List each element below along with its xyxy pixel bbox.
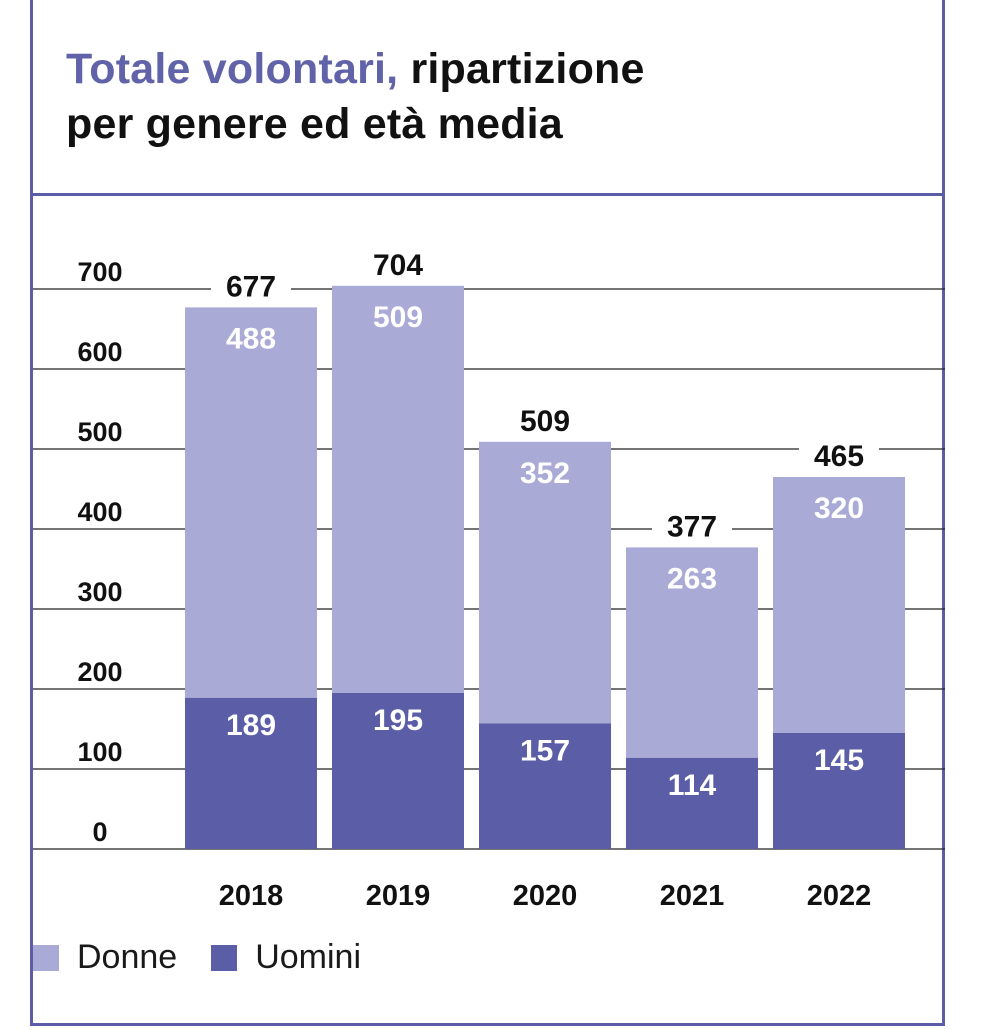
- title-accent: Totale volontari,: [66, 45, 399, 93]
- y-tick-label-400: 400: [77, 497, 122, 527]
- bar-donne-2021: [626, 547, 758, 758]
- bar-donne-2018: [185, 307, 317, 698]
- total-label-bg-2020: [505, 397, 585, 436]
- bar-donne-2022: [773, 477, 905, 733]
- total-label-2019: 704: [373, 249, 423, 282]
- chart-frame: Totale volontari, ripartizione per genere…: [30, 0, 945, 1026]
- bar-uomini-2021: [626, 757, 758, 849]
- uomini-label-2022: 145: [814, 744, 864, 777]
- y-tick-label-500: 500: [77, 417, 122, 447]
- uomini-label-2018: 189: [226, 709, 276, 742]
- total-label-2022: 465: [814, 440, 864, 473]
- bar-donne-2019: [332, 285, 464, 693]
- x-tick-label-2018: 2018: [219, 880, 284, 912]
- y-tick-label-700: 700: [77, 257, 122, 287]
- y-tick-label-200: 200: [77, 657, 122, 687]
- legend-label-donne: Donne: [77, 938, 178, 976]
- donne-label-2022: 320: [814, 492, 864, 525]
- chart-legend: Donne Uomini: [33, 938, 395, 977]
- x-tick-label-2021: 2021: [660, 880, 725, 912]
- legend-label-uomini: Uomini: [255, 938, 362, 976]
- legend-item-uomini: Uomini: [211, 938, 361, 977]
- y-tick-label-100: 100: [77, 737, 122, 767]
- y-tick-label-0: 0: [92, 817, 107, 847]
- y-tick-label-300: 300: [77, 577, 122, 607]
- uomini-label-2020: 157: [520, 734, 570, 767]
- uomini-label-2019: 195: [373, 704, 423, 737]
- bar-uomini-2018: [185, 697, 317, 849]
- bar-uomini-2022: [773, 733, 905, 849]
- x-tick-label-2020: 2020: [513, 880, 578, 912]
- bar-uomini-2020: [479, 723, 611, 849]
- x-tick-label-2022: 2022: [807, 880, 872, 912]
- donne-label-2019: 509: [373, 301, 423, 334]
- total-label-bg-2022: [799, 433, 879, 471]
- total-label-2021: 377: [667, 510, 717, 543]
- bar-donne-2020: [479, 441, 611, 724]
- donne-label-2020: 352: [520, 457, 570, 490]
- legend-swatch-uomini: [211, 944, 238, 971]
- total-label-2020: 509: [520, 405, 570, 438]
- title-line1-rest: ripartizione: [398, 45, 645, 93]
- total-label-bg-2019: [358, 241, 438, 280]
- total-label-bg-2018: [211, 263, 291, 302]
- bar-uomini-2019: [332, 693, 464, 849]
- uomini-label-2021: 114: [668, 769, 717, 802]
- chart-header: Totale volontari, ripartizione per genere…: [33, 0, 942, 196]
- title-line2: per genere ed età media: [66, 100, 563, 148]
- chart-title: Totale volontari, ripartizione per genere…: [66, 42, 645, 152]
- total-label-2018: 677: [226, 270, 276, 303]
- donne-label-2018: 488: [226, 322, 276, 355]
- x-tick-label-2019: 2019: [366, 880, 431, 912]
- y-tick-label-600: 600: [77, 337, 122, 367]
- legend-swatch-donne: [33, 944, 59, 971]
- legend-item-donne: Donne: [33, 938, 177, 977]
- total-label-bg-2021: [652, 503, 732, 542]
- donne-label-2021: 263: [667, 562, 717, 595]
